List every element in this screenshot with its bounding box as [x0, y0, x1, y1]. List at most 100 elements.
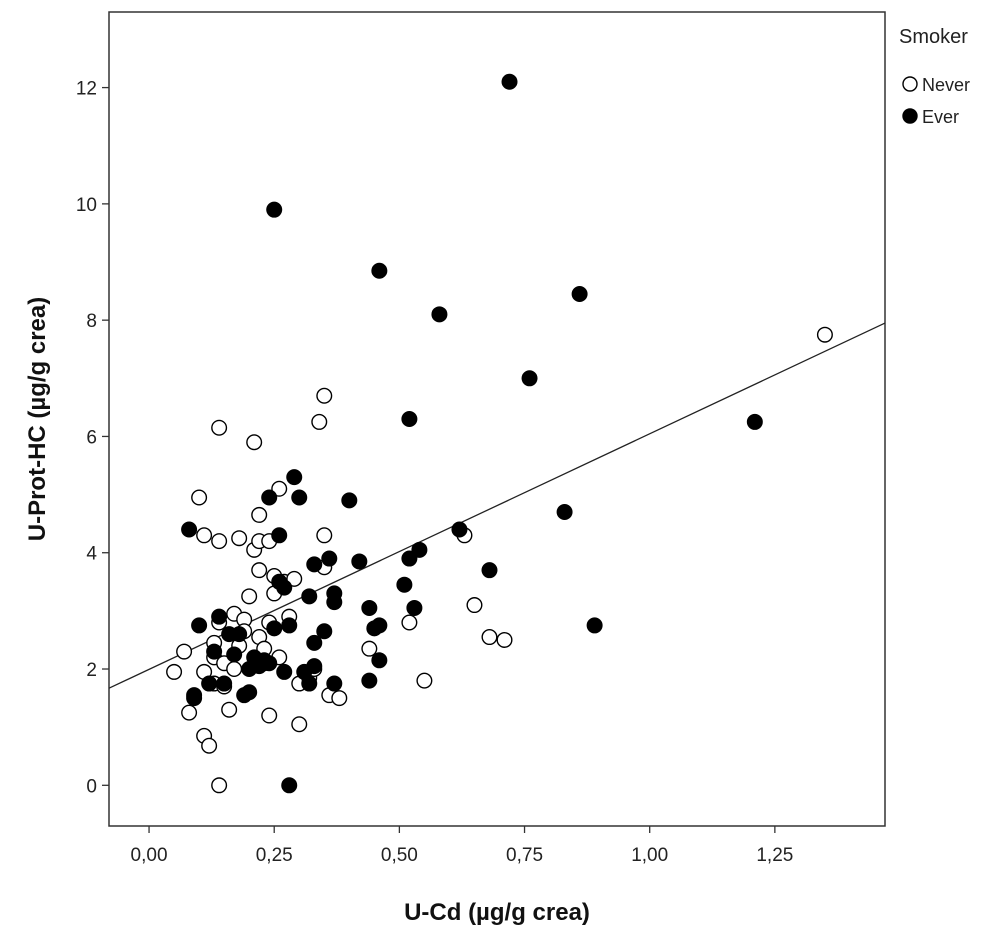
point-never [261, 707, 278, 724]
legend-marker-ever [902, 108, 918, 124]
point-ever [361, 599, 378, 616]
point-ever [361, 672, 378, 689]
point-ever [231, 626, 248, 643]
point-never [316, 387, 333, 404]
legend-marker-never [902, 76, 918, 92]
point-ever [341, 492, 358, 509]
point-ever [521, 370, 538, 387]
point-ever [431, 306, 448, 323]
point-ever [261, 655, 278, 672]
point-ever [271, 527, 288, 544]
point-ever [326, 675, 343, 692]
point-never [196, 527, 213, 544]
point-ever [276, 663, 293, 680]
point-never [316, 527, 333, 544]
x-tick-label: 0,75 [506, 845, 543, 866]
point-ever [411, 541, 428, 558]
point-ever [746, 413, 763, 430]
x-tick-label: 0,25 [256, 845, 293, 866]
point-never [211, 777, 228, 794]
point-ever [286, 469, 303, 486]
point-never [496, 631, 513, 648]
point-ever [266, 201, 283, 218]
point-never [271, 480, 288, 497]
point-ever [266, 620, 283, 637]
point-never [401, 614, 418, 631]
point-ever [181, 521, 198, 538]
point-ever [186, 687, 203, 704]
point-ever [206, 643, 223, 660]
point-ever [211, 608, 228, 625]
point-ever [291, 489, 308, 506]
legend-title: Smoker [899, 26, 968, 48]
point-ever [241, 684, 258, 701]
point-ever [191, 617, 208, 634]
point-ever [321, 550, 338, 567]
y-tick-label: 6 [86, 427, 97, 448]
point-never [211, 533, 228, 550]
point-ever [261, 489, 278, 506]
data-points [166, 73, 833, 794]
point-ever [276, 579, 293, 596]
point-never [251, 506, 268, 523]
y-tick-label: 2 [86, 660, 97, 681]
point-never [231, 530, 248, 547]
point-ever [301, 588, 318, 605]
point-never [176, 643, 193, 660]
point-never [166, 663, 183, 680]
point-ever [501, 73, 518, 90]
point-never [816, 326, 833, 343]
point-never [311, 413, 328, 430]
point-ever [226, 646, 243, 663]
point-never [181, 704, 198, 721]
y-tick-label: 12 [76, 79, 97, 100]
point-ever [281, 617, 298, 634]
x-tick-label: 1,00 [631, 845, 668, 866]
point-ever [326, 594, 343, 611]
y-tick-label: 0 [86, 776, 97, 797]
point-ever [406, 599, 423, 616]
point-never [286, 570, 303, 587]
point-never [246, 434, 263, 451]
point-ever [301, 675, 318, 692]
point-ever [481, 562, 498, 579]
point-never [481, 629, 498, 646]
point-never [416, 672, 433, 689]
point-never [201, 737, 218, 754]
y-tick-label: 8 [86, 311, 97, 332]
point-ever [316, 623, 333, 640]
point-ever [306, 556, 323, 573]
point-never [251, 562, 268, 579]
point-never [361, 640, 378, 657]
point-never [291, 716, 308, 733]
point-never [191, 489, 208, 506]
point-ever [451, 521, 468, 538]
point-ever [371, 262, 388, 279]
x-axis: 0,00 0,25 0,50 0,75 1,00 1,25 [131, 826, 793, 866]
point-ever [281, 777, 298, 794]
x-tick-label: 1,25 [756, 845, 793, 866]
point-never [226, 661, 243, 678]
point-ever [371, 652, 388, 669]
x-axis-title: U-Cd (µg/g crea) [404, 899, 590, 926]
point-ever [306, 634, 323, 651]
y-axis: 0 2 4 6 8 10 12 [76, 79, 109, 797]
x-tick-label: 0,50 [381, 845, 418, 866]
point-ever [371, 617, 388, 634]
legend: Smoker Never Ever [899, 26, 970, 127]
legend-label-ever: Ever [922, 107, 959, 127]
x-tick-label: 0,00 [131, 845, 168, 866]
point-ever [396, 576, 413, 593]
point-ever [401, 411, 418, 428]
point-ever [306, 658, 323, 675]
point-ever [351, 553, 368, 570]
point-never [331, 690, 348, 707]
point-ever [586, 617, 603, 634]
point-never [211, 419, 228, 436]
point-ever [401, 550, 418, 567]
point-ever [556, 504, 573, 521]
y-tick-label: 10 [76, 195, 97, 216]
point-ever [201, 675, 218, 692]
y-tick-label: 4 [86, 544, 97, 565]
